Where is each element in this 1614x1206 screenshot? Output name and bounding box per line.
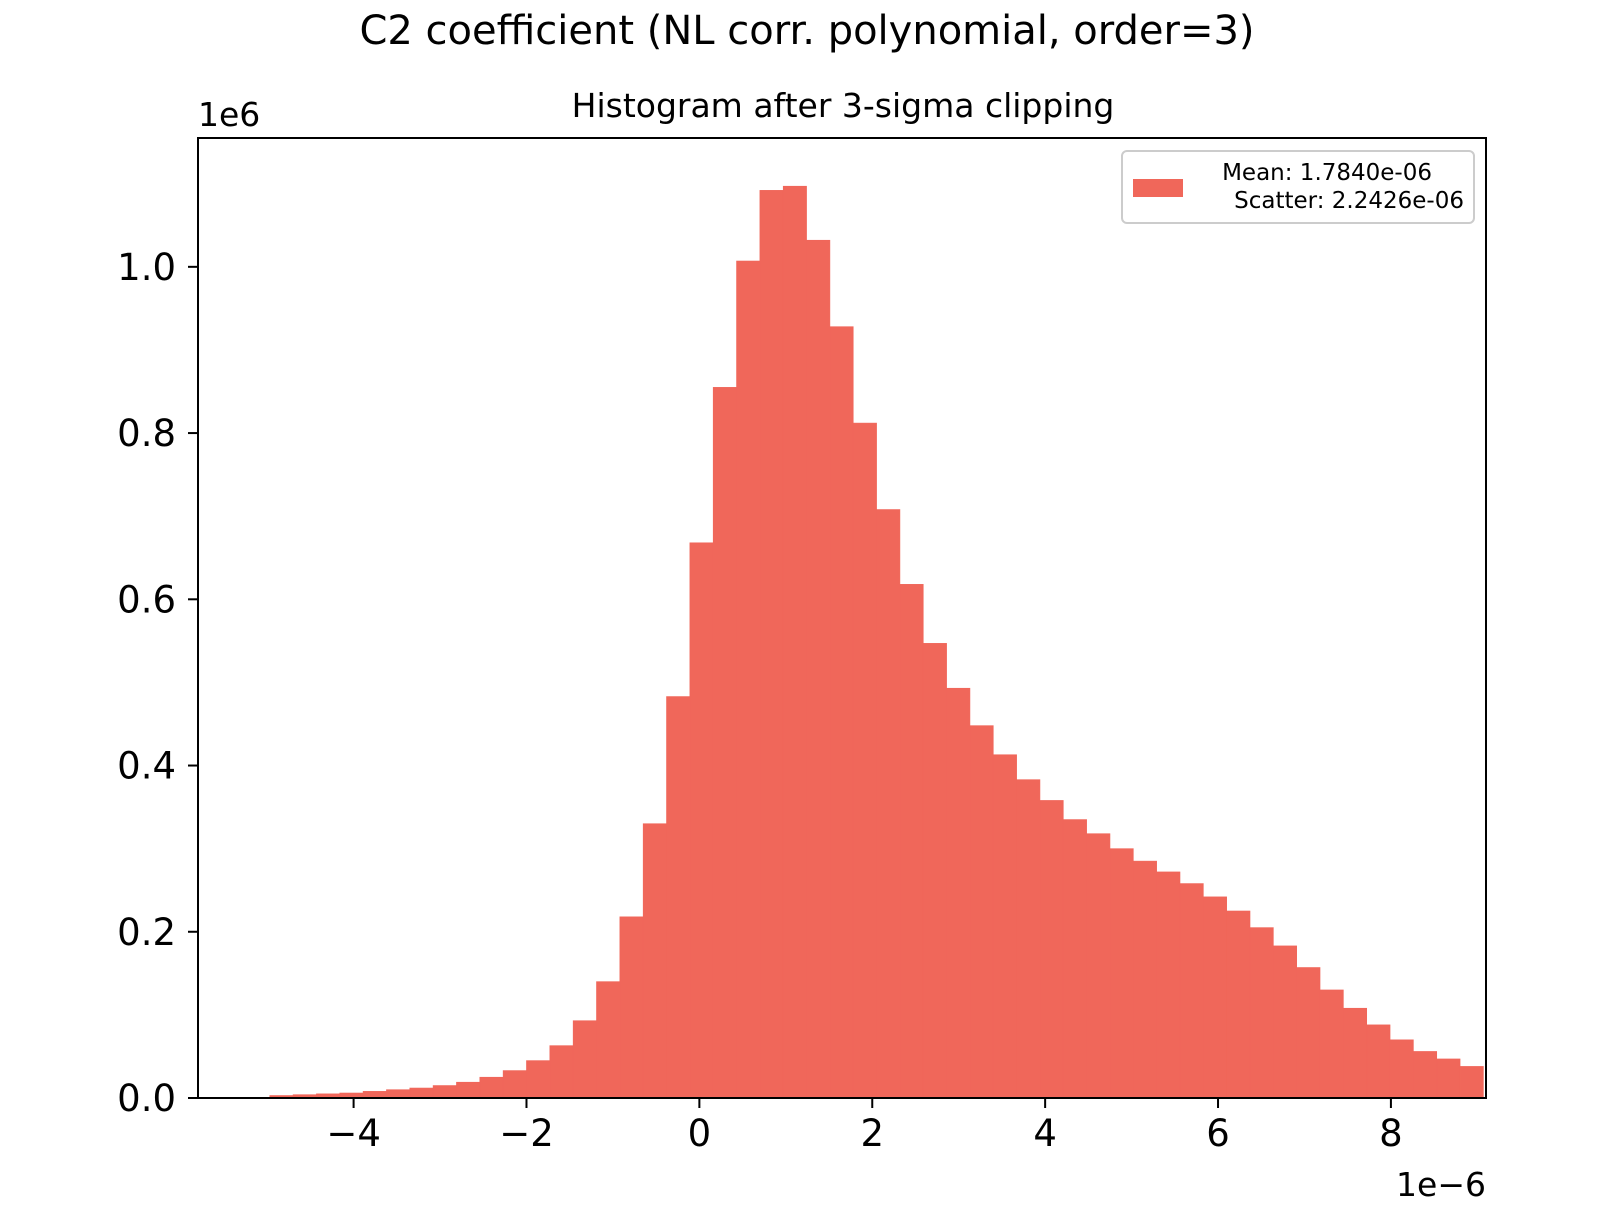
x-offset-label: 1e−6 bbox=[1396, 1165, 1486, 1204]
histogram-bar bbox=[876, 509, 901, 1099]
histogram-bar bbox=[1086, 833, 1111, 1099]
y-tick-label: 1.0 bbox=[117, 246, 176, 289]
histogram-bar bbox=[572, 1020, 597, 1099]
x-tick-label: 2 bbox=[860, 1112, 884, 1155]
histogram-bar bbox=[1133, 860, 1157, 1099]
histogram-bar bbox=[1016, 779, 1041, 1099]
histogram-bar bbox=[1319, 989, 1344, 1099]
histogram-bar bbox=[386, 1089, 411, 1099]
histogram-bars bbox=[269, 185, 1484, 1099]
histogram-bar bbox=[1039, 800, 1064, 1099]
chart-subtitle: Histogram after 3-sigma clipping bbox=[572, 86, 1115, 125]
histogram-bar bbox=[526, 1060, 551, 1099]
histogram-bar bbox=[1156, 871, 1181, 1099]
histogram-bar bbox=[899, 584, 924, 1099]
histogram-bar bbox=[1366, 1024, 1391, 1099]
histogram-bar bbox=[946, 687, 971, 1099]
histogram-bar bbox=[1459, 1066, 1484, 1099]
y-tick-label: 0.0 bbox=[117, 1077, 176, 1120]
histogram-bar bbox=[759, 190, 784, 1099]
x-tick-label: −2 bbox=[499, 1112, 554, 1155]
histogram-bar bbox=[1179, 883, 1204, 1099]
histogram-bar bbox=[1062, 819, 1087, 1099]
histogram-bar bbox=[1296, 967, 1321, 1099]
histogram-bar bbox=[409, 1087, 434, 1099]
histogram-bar bbox=[549, 1045, 574, 1099]
histogram-bar bbox=[1249, 927, 1274, 1099]
x-tick-label: 6 bbox=[1206, 1112, 1230, 1155]
chart-title: C2 coefficient (NL corr. polynomial, ord… bbox=[359, 8, 1254, 54]
histogram-bar bbox=[596, 981, 621, 1099]
y-offset-label: 1e6 bbox=[198, 95, 260, 134]
histogram-bar bbox=[969, 725, 994, 1099]
legend-line-mean: Mean: 1.7840e-06 bbox=[1222, 160, 1432, 186]
histogram-bar bbox=[479, 1076, 504, 1099]
y-tick-label: 0.4 bbox=[117, 745, 176, 788]
histogram-bar bbox=[806, 239, 831, 1099]
histogram-bar bbox=[1109, 848, 1134, 1099]
histogram-bar bbox=[712, 387, 737, 1099]
x-tick-label: 8 bbox=[1379, 1112, 1403, 1155]
histogram-bar bbox=[666, 696, 691, 1099]
legend: Mean: 1.7840e-06 Scatter: 2.2426e-06 bbox=[1121, 150, 1475, 224]
histogram-bar bbox=[1273, 945, 1297, 1099]
x-tick-label: 0 bbox=[688, 1112, 712, 1155]
legend-box bbox=[1121, 150, 1475, 224]
y-tick-label: 0.2 bbox=[117, 911, 176, 954]
histogram-bar bbox=[782, 185, 807, 1099]
histogram-bar bbox=[922, 643, 947, 1099]
histogram-bar bbox=[1203, 896, 1227, 1099]
histogram-bar bbox=[1389, 1039, 1414, 1099]
histogram-bar bbox=[432, 1085, 457, 1099]
y-tick-label: 0.6 bbox=[117, 578, 176, 621]
x-tick-label: −4 bbox=[326, 1112, 381, 1155]
x-axis: −4 −2 0 2 4 6 8 bbox=[326, 1098, 1403, 1155]
histogram-bar bbox=[642, 823, 667, 1099]
histogram-bar bbox=[829, 326, 854, 1099]
x-tick-label: 4 bbox=[1033, 1112, 1057, 1155]
legend-swatch bbox=[1133, 179, 1183, 197]
histogram-bar bbox=[736, 260, 761, 1099]
histogram-bar bbox=[619, 916, 644, 1099]
histogram-bar bbox=[852, 422, 877, 1099]
histogram-bar bbox=[1413, 1051, 1438, 1099]
histogram-bar bbox=[1343, 1007, 1368, 1099]
histogram-bar bbox=[992, 754, 1017, 1099]
histogram-bar bbox=[1436, 1058, 1461, 1099]
y-tick-label: 0.8 bbox=[117, 412, 176, 455]
histogram-bar bbox=[502, 1070, 527, 1099]
plot-frame bbox=[197, 137, 1487, 1099]
histogram-bar bbox=[456, 1081, 481, 1099]
histogram-bar bbox=[1226, 910, 1251, 1099]
legend-line-scatter: Scatter: 2.2426e-06 bbox=[1234, 188, 1464, 214]
histogram-bar bbox=[689, 542, 714, 1099]
y-axis: 0.0 0.2 0.4 0.6 0.8 1.0 bbox=[117, 246, 198, 1120]
